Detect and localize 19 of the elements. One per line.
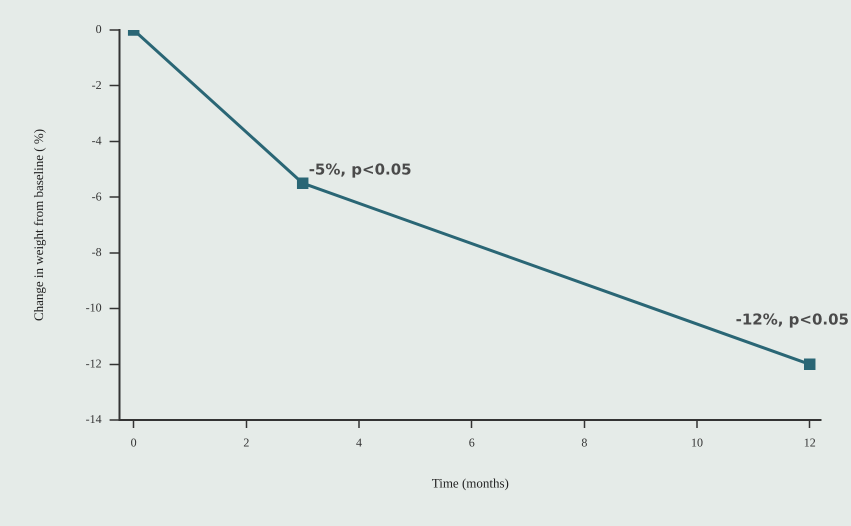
x-tick-label: 0 xyxy=(130,435,137,450)
x-tick-label: 12 xyxy=(804,435,816,450)
y-tick-label: -2 xyxy=(92,78,102,92)
y-tick-label: 0 xyxy=(96,22,102,36)
y-tick-label: -8 xyxy=(92,245,102,260)
x-tick-label: 2 xyxy=(243,435,250,450)
x-tick-label: 4 xyxy=(356,435,362,450)
y-tick-label: -10 xyxy=(86,300,102,315)
y-axis-title: Change in weight from baseline ( %) xyxy=(31,128,46,322)
y-tick-label: -4 xyxy=(92,134,102,148)
x-tick-label: 6 xyxy=(468,435,475,450)
y-tick-label: -14 xyxy=(86,412,102,426)
x-tick-label: 10 xyxy=(691,435,704,450)
x-tick-label: 8 xyxy=(581,435,588,450)
y-tick-label: -6 xyxy=(92,189,102,204)
annotation: -5%, p<0.05 xyxy=(308,160,412,179)
annotation: -12%, p<0.05 xyxy=(736,310,849,329)
x-axis-title: Time (months) xyxy=(432,476,509,491)
y-tick-label: -12 xyxy=(86,356,102,370)
